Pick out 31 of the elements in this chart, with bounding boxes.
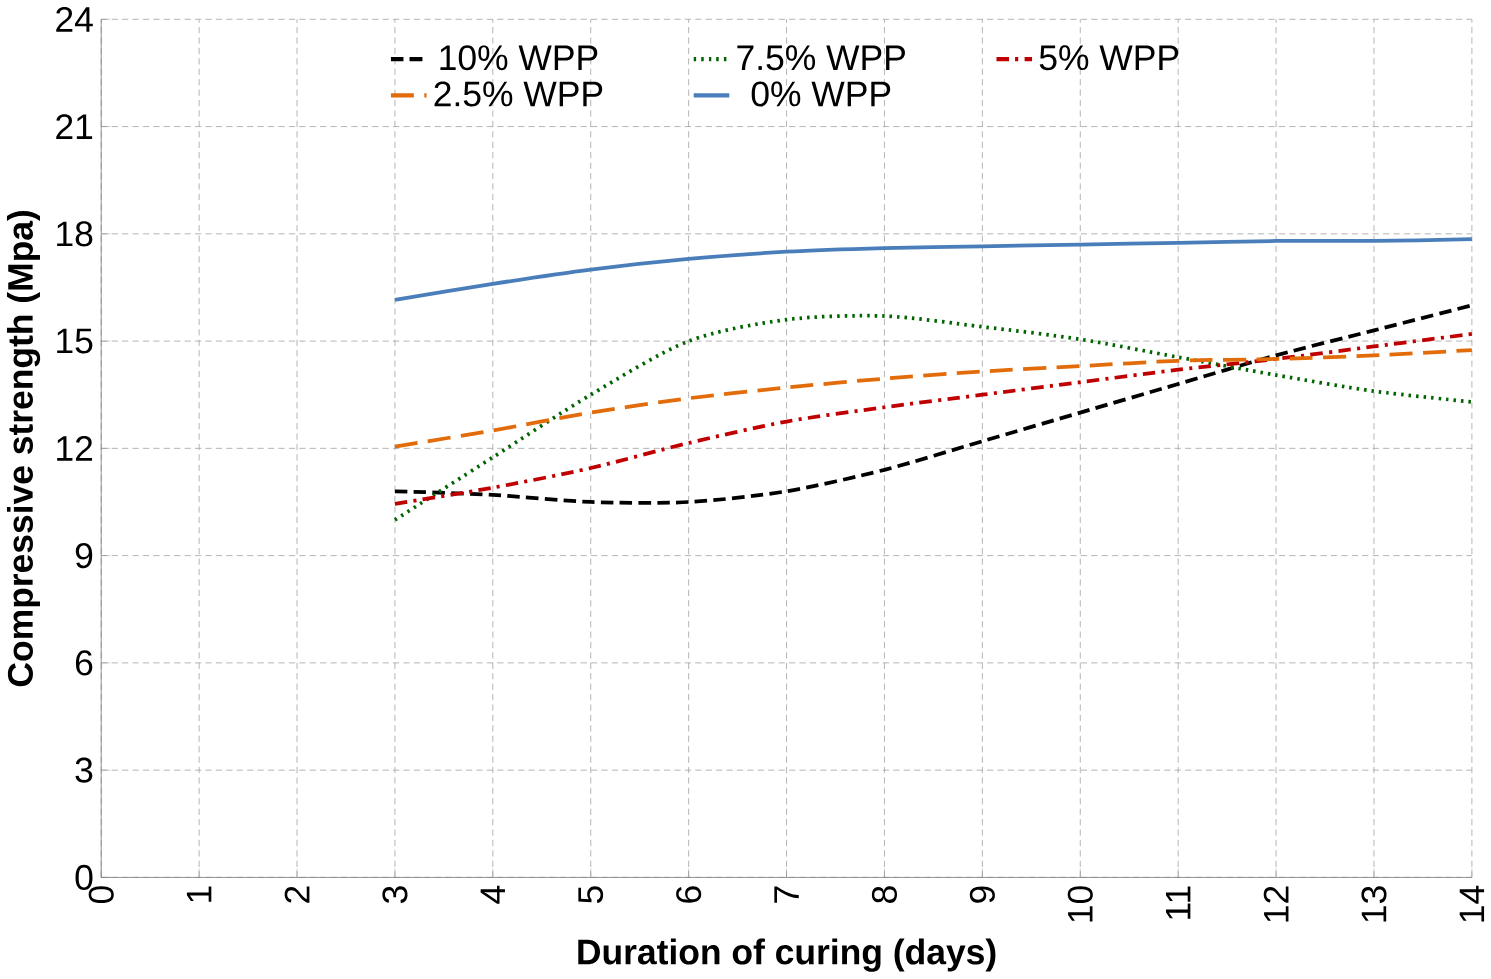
y-tick-label: 18 (57, 221, 93, 247)
y-tick-label: 21 (56, 114, 93, 140)
x-tick-label: 1 (186, 886, 212, 902)
x-tick-label: 13 (1361, 886, 1387, 922)
line-series (393, 237, 1474, 303)
x-tick-label: 11 (1165, 886, 1191, 920)
legend-label: 2.5% WPP (434, 81, 603, 107)
x-tick-label: 10 (1067, 886, 1093, 922)
x-axis-title: Duration of curing (days) (578, 938, 996, 972)
x-tick-label: 6 (676, 886, 702, 903)
y-axis-title: Compressive strength (Mpa) (6, 211, 41, 687)
y-tick-label: 24 (56, 7, 93, 32)
legend-label: 0% WPP (751, 81, 891, 107)
legend-label: 5% WPP (1039, 45, 1179, 71)
legend-label: 10% WPP (440, 45, 598, 71)
x-tick-label: 7 (774, 886, 799, 903)
y-tick-label: 9 (75, 543, 93, 569)
x-tick-label: 2 (284, 886, 310, 903)
y-tick-label: 3 (75, 757, 93, 783)
legend-label: 7.5% WPP (737, 45, 905, 71)
x-tick-label: 14 (1459, 886, 1485, 922)
x-tick-label: 4 (480, 886, 506, 904)
y-tick-label: 12 (57, 436, 93, 461)
x-tick-label: 8 (871, 886, 898, 904)
line-series (393, 348, 1474, 449)
x-tick-label: 12 (1263, 886, 1289, 922)
x-tick-label: 3 (382, 886, 408, 904)
y-tick-label: 15 (57, 328, 93, 354)
y-tick-label: 6 (75, 650, 93, 676)
x-tick-label: 5 (578, 886, 604, 904)
x-tick-label: 9 (969, 886, 995, 903)
